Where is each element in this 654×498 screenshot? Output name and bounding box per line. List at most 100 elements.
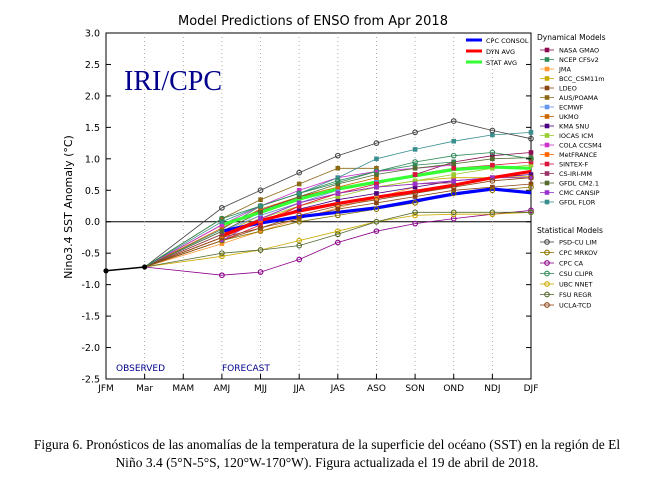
model-point-psd-cu-lim: [257, 187, 264, 194]
model-point-ldeo: [412, 194, 418, 199]
model-point-ucla-tcd: [257, 225, 264, 231]
legend-label: COLA CCSM4: [559, 142, 602, 150]
model-point-iocas-icm: [528, 162, 534, 168]
x-tick-label: OND: [443, 384, 464, 394]
legend-marker: [544, 47, 550, 53]
model-point-gfdl-flor: [219, 219, 225, 225]
legend-label: CPC CONSOL: [486, 37, 529, 45]
model-point-csu-clipr: [412, 159, 418, 165]
model-point-gfdl-flor: [528, 130, 534, 135]
model-point-kma-snu: [335, 197, 341, 203]
x-tick-label: AMJ: [214, 384, 231, 394]
model-line-ucla-tcd: [144, 177, 532, 268]
legend-label: MetFRANCE: [559, 151, 597, 159]
legend-marker: [544, 281, 550, 287]
model-point-gfdl-cm2-1: [258, 209, 263, 215]
model-point-psd-cu-lim: [412, 129, 418, 136]
model-point-ecmwf: [374, 178, 379, 184]
legend-marker: [544, 123, 550, 129]
x-tick-label: ASO: [367, 384, 386, 394]
model-point-sintex-f: [374, 181, 379, 187]
x-tick-label: SON: [405, 384, 425, 394]
y-tick-label: -0.5: [81, 249, 100, 260]
model-line-fsu-regr: [144, 211, 531, 268]
model-point-aus-poama: [335, 165, 341, 171]
y-tick-label: 1.5: [85, 123, 100, 134]
model-point-aus-poama: [258, 197, 263, 203]
model-point-ecmwf: [258, 213, 263, 218]
legend-label: ECMWF: [559, 104, 584, 112]
chart-title: Model Predictions of ENSO from Apr 2018: [178, 14, 448, 29]
enso-chart: Model Predictions of ENSO from Apr 2018 …: [62, 14, 606, 394]
model-point-iocas-icm: [335, 194, 341, 199]
model-point-cpc-ca: [257, 269, 264, 275]
model-point-ucla-tcd: [489, 177, 496, 184]
legend-marker: [544, 161, 550, 167]
model-point-cpc-ca: [528, 207, 534, 214]
model-point-cpc-mrkov: [450, 190, 457, 197]
model-point-ucla-tcd: [334, 203, 341, 209]
legend-marker: [544, 76, 550, 81]
model-point-iocas-icm: [412, 178, 418, 184]
model-point-fsu-regr: [219, 250, 225, 257]
y-tick-label: 2.0: [85, 91, 100, 102]
x-tick-label: JJA: [293, 384, 306, 394]
model-point-jma: [258, 228, 263, 234]
model-point-bcc-csm11m: [451, 175, 457, 180]
model-point-kma-snu: [412, 184, 418, 190]
legend-label: KMA SNU: [559, 123, 589, 131]
legend-marker: [544, 104, 550, 110]
model-point-cpc-ca: [334, 239, 341, 246]
summary-line-cpc-consol: [221, 187, 532, 233]
legend-label: AUS/POAMA: [559, 94, 598, 102]
x-tick-label: MAM: [172, 384, 194, 394]
legend-label: SINTEX-F: [559, 161, 588, 169]
y-tick-label: -1.0: [81, 280, 100, 291]
model-point-cola-ccsm4: [296, 187, 302, 193]
legend-label: DYN AVG: [486, 48, 515, 56]
legend-label: CMC CANSIP: [559, 189, 600, 197]
y-tick-label: 0.0: [85, 217, 100, 228]
model-point-ncep-cfsv2: [412, 162, 418, 168]
model-point-nasa-gmao: [490, 153, 495, 158]
model-point-ldeo: [335, 206, 341, 212]
model-point-ucla-tcd: [412, 190, 418, 197]
legend-label: UBC NNET: [559, 281, 593, 289]
legend-marker: [544, 270, 550, 277]
model-point-cpc-mrkov: [219, 237, 225, 244]
model-point-ukmo: [374, 175, 379, 180]
model-point-cpc-ca: [219, 272, 225, 279]
model-point-gfdl-cm2-1: [374, 172, 379, 177]
model-line-ukmo: [144, 177, 377, 268]
model-point-fsu-regr: [373, 218, 380, 225]
model-point-cmc-cansip: [335, 191, 341, 196]
model-point-iocas-icm: [490, 165, 495, 171]
model-line-csu-clipr: [144, 152, 532, 268]
model-point-ucla-tcd: [296, 212, 303, 219]
model-point-gfdl-cm2-1: [296, 194, 302, 199]
model-point-jma: [219, 241, 225, 247]
legend-marker: [544, 249, 550, 256]
model-point-cpc-mrkov: [257, 228, 264, 235]
model-point-ldeo: [296, 216, 302, 221]
model-point-sintex-f: [490, 162, 495, 168]
model-point-cola-ccsm4: [219, 222, 225, 228]
legend-label: NASA GMAO: [559, 47, 599, 55]
legend-marker: [544, 85, 550, 91]
model-point-gfdl-flor: [258, 203, 263, 209]
model-point-csu-clipr: [334, 177, 341, 184]
model-point-cpc-ca: [296, 256, 303, 263]
y-tick-label: 2.5: [85, 60, 100, 71]
model-point-ubc-nnet: [450, 211, 457, 218]
model-point-csu-clipr: [450, 152, 457, 159]
model-point-gfdl-flor: [412, 147, 418, 152]
x-tick-label: JFM: [97, 384, 114, 394]
model-point-ldeo: [451, 187, 457, 193]
model-point-sintex-f: [451, 165, 457, 171]
legend-marker: [544, 239, 550, 245]
legend-label: JMA: [558, 66, 572, 74]
model-point-cmc-cansip: [258, 216, 263, 221]
model-point-ukmo: [219, 225, 225, 231]
legend-marker: [544, 142, 550, 148]
model-point-ubc-nnet: [219, 253, 225, 260]
